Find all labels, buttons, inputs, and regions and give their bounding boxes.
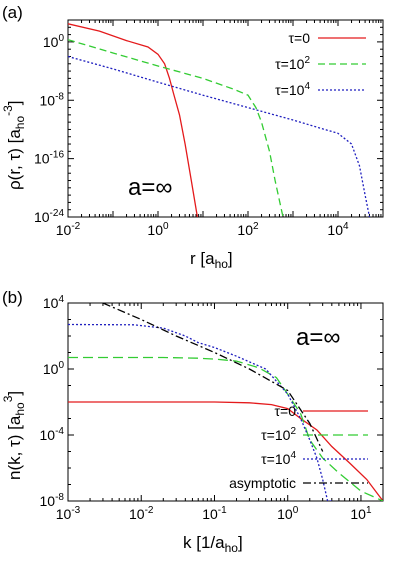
x-tick-label: 104: [327, 221, 349, 238]
y-tick-label: 100: [43, 360, 65, 377]
panel-a: (a) 10-2 100 102 104 100 10-8 10-16 10-24 a=∞ τ…: [1, 3, 384, 271]
x-tick-label: 10-2: [129, 505, 154, 522]
x-tick-label: 10-2: [56, 221, 81, 238]
x-tick-label: 10-1: [202, 505, 227, 522]
x-tick-label: 100: [147, 221, 169, 238]
y-tick-label: 10-8: [40, 91, 65, 108]
y-tick-label: 100: [43, 33, 65, 50]
legend-label: asymptotic: [229, 475, 296, 491]
y-tick-label: 10-16: [34, 150, 64, 167]
series-line-b-2: [68, 323, 332, 501]
legend-label: τ=102: [275, 55, 310, 72]
panel-b-legend: τ=0 τ=102 τ=104 asymptotic: [229, 403, 368, 491]
series-line-a-0: [68, 23, 199, 217]
panel-b-series: [68, 303, 383, 501]
panel-a-legend: τ=0 τ=102 τ=104: [275, 30, 366, 98]
legend-label: τ=102: [261, 426, 296, 443]
y-tick-label: 104: [43, 294, 65, 311]
panel-a-ticks: 10-2 100 102 104 100 10-8 10-16 10-24: [34, 19, 384, 238]
panel-a-series: [68, 23, 371, 217]
panel-a-annotation: a=∞: [128, 174, 172, 201]
panel-b-xlabel: k [1/aho]: [183, 533, 243, 555]
x-tick-label: 102: [237, 221, 259, 238]
legend-label: τ=104: [261, 450, 296, 467]
series-line-b-3: [102, 303, 324, 452]
series-line-a-1: [68, 39, 284, 217]
panel-b-annotation: a=∞: [296, 324, 340, 351]
y-tick-label: 10-24: [34, 208, 64, 225]
panel-b-label: (b): [2, 288, 23, 307]
legend-label: τ=0: [289, 30, 311, 46]
series-line-a-2: [68, 55, 371, 217]
legend-label: τ=104: [275, 81, 310, 98]
panel-b: (b) 10-3 10-2 10-1 100 101 104 100 10-4 10-8 a=∞…: [1, 288, 384, 555]
y-tick-label: 10-4: [40, 426, 65, 443]
legend-label: τ=0: [275, 403, 297, 419]
panel-a-ylabel: ρ(r, τ) [aho-3]: [1, 100, 27, 190]
y-tick-label: 10-8: [40, 492, 65, 509]
panel-a-frame: [67, 19, 384, 218]
series-line-b-1: [68, 356, 383, 501]
x-tick-label: 100: [277, 505, 299, 522]
panel-b-ylabel: n(k, τ) [aho3]: [1, 391, 27, 480]
x-tick-label: 10-3: [56, 505, 81, 522]
x-tick-label: 101: [350, 505, 372, 522]
panel-a-xlabel: r [aho]: [190, 249, 233, 271]
panel-a-label: (a): [2, 3, 23, 22]
series-line-b-0: [68, 401, 383, 501]
